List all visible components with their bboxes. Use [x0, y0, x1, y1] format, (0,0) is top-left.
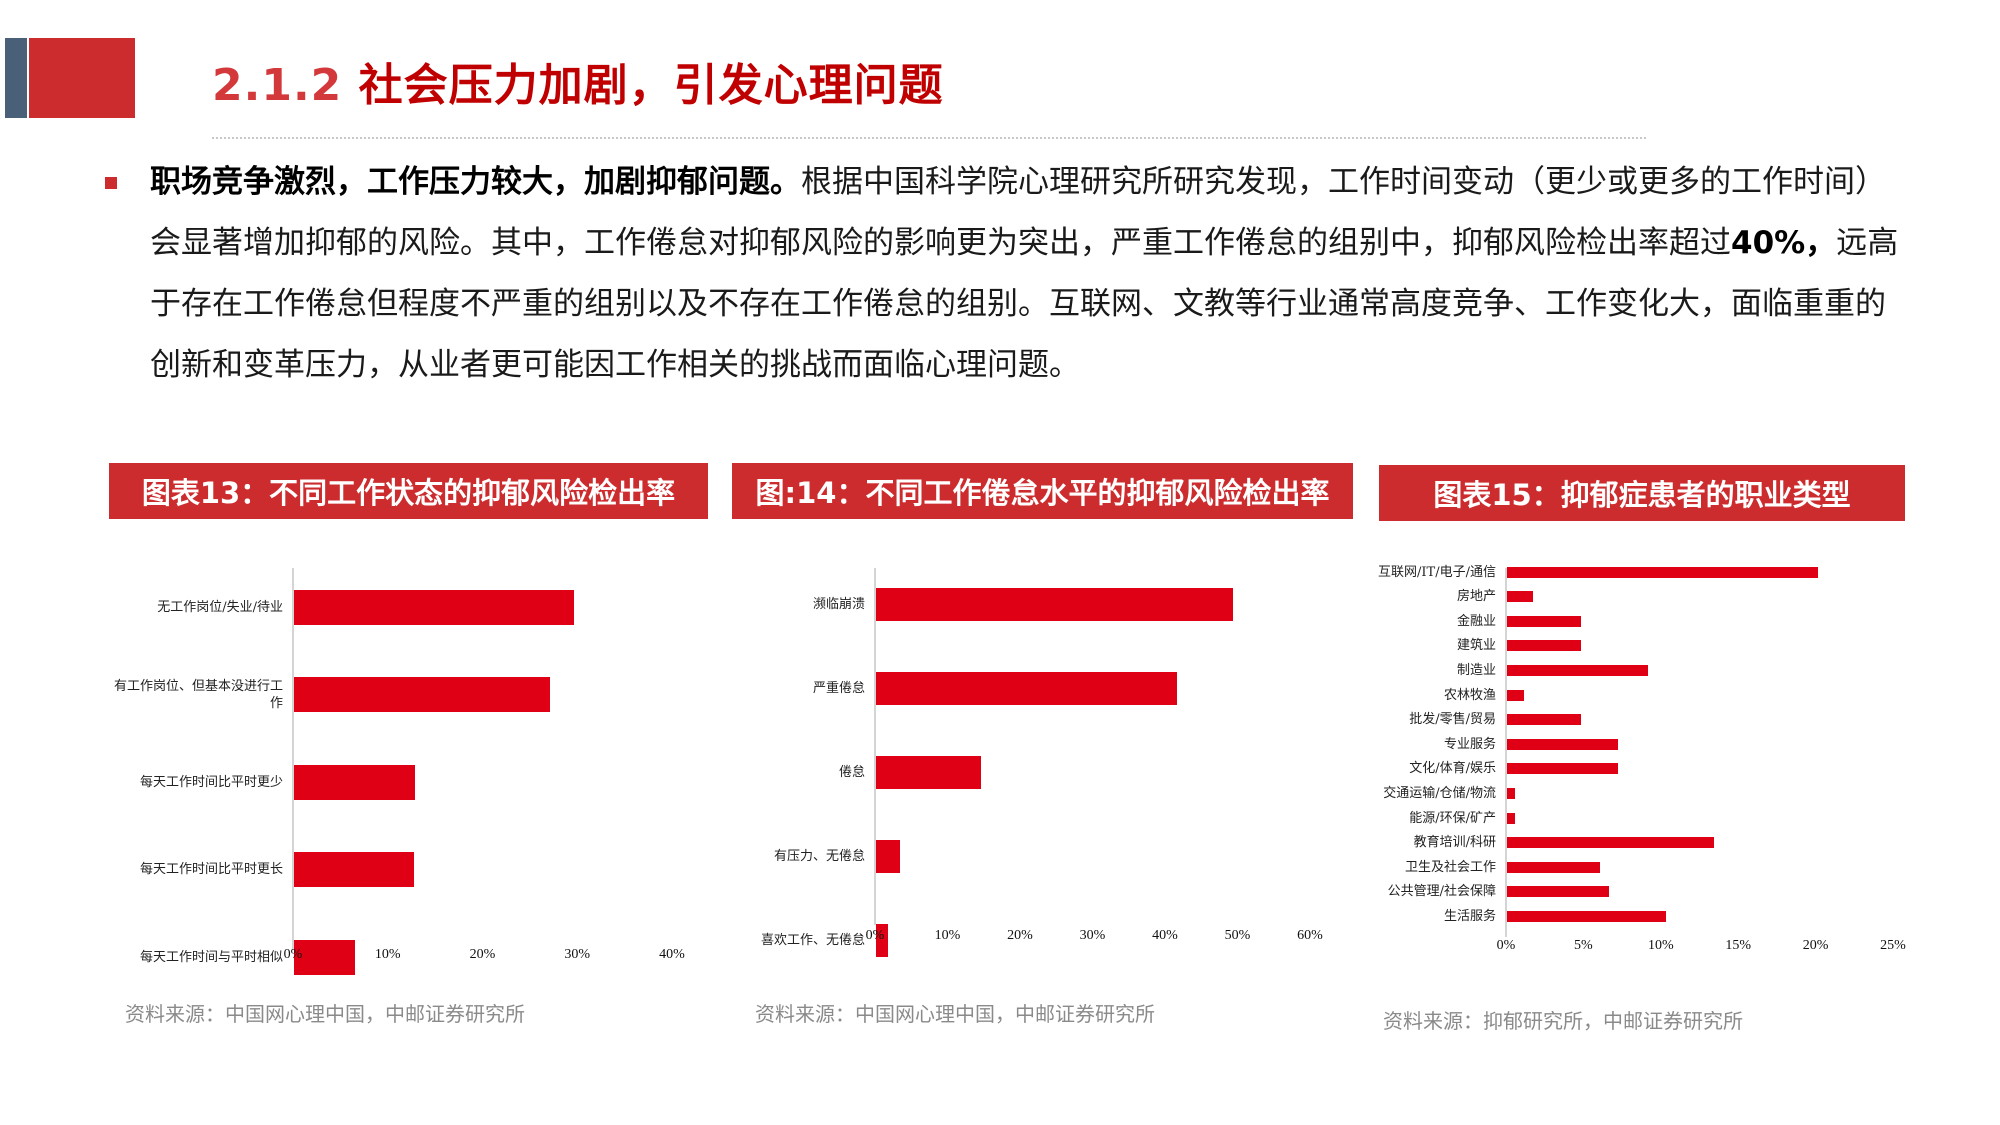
bar	[876, 587, 1233, 621]
bar	[1507, 787, 1515, 799]
x-tick-label: 60%	[1297, 928, 1323, 943]
x-tick-label: 5%	[1574, 938, 1593, 953]
x-tick-label: 0%	[283, 947, 303, 962]
bar	[1507, 910, 1667, 922]
bar	[1507, 714, 1582, 726]
y-axis-line	[874, 568, 876, 925]
chart-15-title: 图表15：抑郁症患者的职业类型	[1379, 465, 1905, 521]
x-tick-label: 50%	[1224, 928, 1251, 943]
bar	[1507, 812, 1515, 824]
category-label: 濒临崩溃	[812, 596, 865, 612]
section-title: 社会压力加剧，引发心理问题	[358, 60, 944, 111]
category-label: 能源/环保/矿产	[1409, 810, 1496, 826]
paragraph-text-1: 根据中国科学院心理研究所研究发现，工作时间变动（更少或更多的工作时间）会显著增加…	[150, 164, 1886, 261]
title-divider	[212, 137, 1646, 139]
category-label: 有压力、无倦怠	[773, 848, 865, 864]
x-tick-label: 25%	[1880, 938, 1906, 953]
category-label: 有工作岗位、但基本没进行工作	[113, 678, 283, 711]
category-label: 房地产	[1456, 589, 1496, 605]
x-tick-label: 0%	[1496, 938, 1516, 953]
category-label: 喜欢工作、无倦怠	[760, 932, 865, 948]
chart-14-title: 图:14：不同工作倦怠水平的抑郁风险检出率	[732, 463, 1353, 519]
chart-14-source: 资料来源：中国网心理中国，中邮证券研究所	[755, 1002, 1155, 1026]
body-paragraph: 职场竞争激烈，工作压力较大，加剧抑郁问题。根据中国科学院心理研究所研究发现，工作…	[150, 152, 1910, 396]
category-label: 互联网/IT/电子/通信	[1378, 564, 1496, 580]
x-tick-label: 0%	[865, 928, 885, 943]
x-tick-label: 20%	[1802, 938, 1829, 953]
bar	[1507, 664, 1648, 676]
category-label: 无工作岗位/失业/待业	[157, 599, 283, 615]
category-label: 农林牧渔	[1443, 687, 1496, 703]
x-tick-label: 10%	[934, 928, 961, 943]
bar	[876, 671, 1177, 705]
x-tick-label: 20%	[469, 947, 496, 962]
bar	[876, 839, 900, 873]
x-tick-label: 10%	[374, 947, 401, 962]
category-label: 严重倦怠	[812, 680, 865, 696]
category-label: 生活服务	[1443, 908, 1496, 924]
page-title: 2.1.2 社会压力加剧，引发心理问题	[212, 56, 944, 116]
category-label: 建筑业	[1456, 638, 1496, 654]
paragraph-text-2: 远高于存在工作倦怠但程度不严重的组别以及不存在工作倦怠的组别。互联网、文教等行业…	[150, 225, 1899, 383]
category-label: 金融业	[1456, 613, 1496, 629]
bar	[876, 923, 888, 957]
x-tick-label: 40%	[659, 947, 685, 962]
bar	[294, 939, 355, 975]
category-label: 文化/体育/娱乐	[1409, 761, 1496, 777]
bar	[1507, 591, 1534, 603]
bar	[1507, 886, 1610, 898]
chart-13-source: 资料来源：中国网心理中国，中邮证券研究所	[125, 1002, 525, 1026]
x-tick-label: 10%	[1647, 938, 1674, 953]
x-tick-label: 30%	[1079, 928, 1106, 943]
bar	[1507, 738, 1619, 750]
x-tick-label: 40%	[1152, 928, 1178, 943]
bar	[1507, 763, 1619, 775]
category-label: 批发/零售/贸易	[1409, 712, 1496, 728]
section-number: 2.1.2	[212, 60, 343, 111]
y-axis-line	[292, 568, 294, 950]
category-label: 教育培训/科研	[1413, 835, 1496, 851]
x-tick-label: 15%	[1725, 938, 1752, 953]
chart-15-source: 资料来源：抑郁研究所，中邮证券研究所	[1383, 1009, 1743, 1033]
title-accent-block	[29, 38, 135, 118]
bar	[294, 764, 416, 800]
x-tick-label: 20%	[1007, 928, 1033, 943]
highlight-figure: 40%，	[1731, 225, 1837, 261]
y-axis-line	[1505, 568, 1507, 937]
bar	[1507, 689, 1525, 701]
category-label: 制造业	[1456, 662, 1496, 678]
bar	[1507, 640, 1582, 652]
bar	[876, 755, 982, 789]
category-label: 每天工作时间与平时相似	[139, 949, 283, 965]
bar	[1507, 566, 1819, 578]
bar	[1507, 861, 1600, 873]
category-label: 公共管理/社会保障	[1387, 884, 1496, 900]
category-label: 交通运输/仓储/物流	[1383, 785, 1496, 801]
category-label: 专业服务	[1443, 736, 1496, 752]
bar	[1507, 837, 1715, 849]
category-label: 卫生及社会工作	[1404, 859, 1496, 875]
bar	[294, 589, 575, 625]
chart-13-title: 图表13：不同工作状态的抑郁风险检出率	[109, 463, 708, 519]
lead-sentence: 职场竞争激烈，工作压力较大，加剧抑郁问题。	[150, 164, 801, 200]
category-label: 每天工作时间比平时更长	[139, 862, 283, 877]
bar	[1507, 615, 1582, 627]
bar	[294, 852, 415, 887]
category-label: 每天工作时间比平时更少	[139, 774, 283, 790]
category-label: 倦怠	[838, 764, 865, 780]
title-accent-strip	[5, 38, 27, 118]
bar	[294, 677, 550, 712]
x-tick-label: 30%	[564, 947, 591, 962]
bullet-square-icon	[105, 177, 117, 189]
